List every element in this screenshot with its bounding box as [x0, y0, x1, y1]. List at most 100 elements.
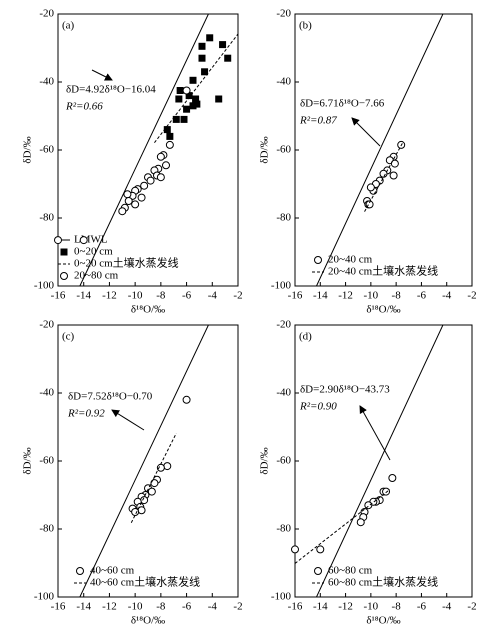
square-point	[185, 92, 193, 100]
lmwl-line	[316, 325, 444, 597]
x-tick-label: -6	[417, 290, 427, 302]
circle-point	[156, 152, 165, 161]
legend-label: 0~20 cm土壤水蒸发线	[74, 256, 179, 270]
y-tick-label: -80	[276, 212, 291, 224]
evaporation-line	[130, 433, 177, 523]
x-tick-label: -4	[442, 601, 452, 613]
panel-label: (c)	[62, 331, 75, 343]
circle-point	[162, 161, 170, 170]
x-tick-label: -4	[208, 601, 218, 613]
arrow	[351, 117, 381, 147]
legend-swatch	[60, 248, 68, 256]
square-point	[180, 115, 188, 123]
y-tick-label: -20	[276, 8, 291, 20]
square-point	[176, 87, 184, 94]
plot-frame	[294, 324, 473, 598]
y-tick-label: -60	[276, 455, 291, 467]
equation: δD=4.92δ¹⁸O−16.04	[66, 84, 156, 96]
legend-swatch	[76, 567, 84, 575]
x-tick-label: -2	[233, 290, 242, 302]
circle-point	[150, 479, 159, 488]
evaporation-line	[295, 489, 391, 564]
legend-label: 60~80 cm	[328, 565, 373, 577]
legend-label: 20~80 cm	[74, 270, 119, 282]
x-tick-label: -8	[156, 601, 166, 613]
x-axis-label: δ¹⁸O/‰	[131, 615, 165, 627]
x-axis-label: δ¹⁸O/‰	[131, 304, 165, 316]
y-tick-label: -20	[39, 319, 54, 331]
x-tick-label: -4	[442, 290, 452, 302]
circle-point	[316, 545, 325, 554]
y-tick-label: -60	[276, 144, 291, 156]
square-point	[224, 54, 232, 62]
x-axis-label: δ¹⁸O/‰	[366, 615, 400, 627]
x-tick-label: -8	[392, 601, 402, 613]
x-tick-label: -12	[102, 601, 117, 613]
y-tick-label: -60	[39, 455, 54, 467]
x-tick-label: -6	[182, 601, 192, 613]
circle-point	[182, 86, 191, 95]
x-axis-label: δ¹⁸O/‰	[366, 304, 400, 316]
x-tick-label: -12	[102, 290, 117, 302]
circle-point	[79, 236, 88, 245]
r-squared: R²=0.90	[299, 401, 337, 413]
x-tick-label: -8	[156, 290, 166, 302]
circle-point	[118, 207, 127, 216]
legend-label: 40~60 cm土壤水蒸发线	[90, 575, 200, 589]
x-tick-label: -14	[313, 601, 328, 613]
square-point	[175, 95, 183, 103]
square-point	[201, 68, 209, 76]
r-squared: R²=0.66	[65, 101, 103, 113]
circle-point	[156, 173, 165, 182]
circle-point	[146, 176, 155, 185]
equation: δD=2.90δ¹⁸O−43.73	[300, 384, 390, 396]
circle-point	[131, 508, 140, 516]
equation: δD=6.71δ¹⁸O−7.66	[300, 98, 385, 110]
square-point	[189, 76, 197, 84]
plot-frame	[294, 13, 473, 287]
circle-point	[364, 501, 373, 510]
circle-point	[379, 169, 388, 178]
x-tick-label: -8	[392, 290, 402, 302]
circle-point	[182, 395, 191, 404]
y-tick-label: -80	[39, 523, 54, 535]
square-point	[193, 100, 201, 108]
y-tick-label: -100	[34, 591, 55, 603]
y-tick-label: -40	[276, 76, 291, 88]
plot-frame	[57, 324, 239, 598]
x-tick-label: -10	[128, 601, 143, 613]
x-tick-label: -16	[288, 601, 303, 613]
square-point	[215, 95, 223, 103]
x-tick-label: -16	[288, 290, 303, 302]
panel-label: (b)	[299, 20, 312, 32]
square-point	[172, 115, 180, 123]
circle-point	[124, 197, 133, 205]
legend-swatch	[60, 272, 68, 280]
y-axis-label: δD/‰	[259, 447, 271, 474]
y-tick-label: -100	[34, 280, 55, 292]
evaporation-line	[154, 33, 238, 144]
y-axis-label: δD/‰	[22, 136, 34, 163]
legend-label: 0~20 cm	[74, 246, 113, 258]
lmwl-line	[79, 14, 209, 286]
circle-point	[54, 236, 62, 245]
x-tick-label: -2	[467, 601, 476, 613]
lmwl-line	[79, 325, 209, 597]
square-point	[163, 126, 171, 134]
square-point	[198, 42, 206, 50]
y-tick-label: -40	[39, 387, 54, 399]
circle-point	[147, 487, 156, 496]
circle-point	[366, 183, 375, 192]
x-tick-label: -16	[51, 601, 66, 613]
square-point	[189, 102, 197, 110]
x-tick-label: -6	[417, 601, 427, 613]
evaporation-line	[364, 142, 403, 212]
panel-label: (a)	[62, 20, 75, 32]
circle-point	[163, 462, 172, 471]
circle-point	[356, 518, 365, 527]
x-tick-label: -14	[76, 601, 91, 613]
x-tick-label: -12	[338, 290, 353, 302]
equation: δD=7.52δ¹⁸O−0.70	[68, 391, 153, 403]
circle-point	[382, 487, 391, 496]
legend-label: 40~60 cm	[90, 565, 135, 577]
